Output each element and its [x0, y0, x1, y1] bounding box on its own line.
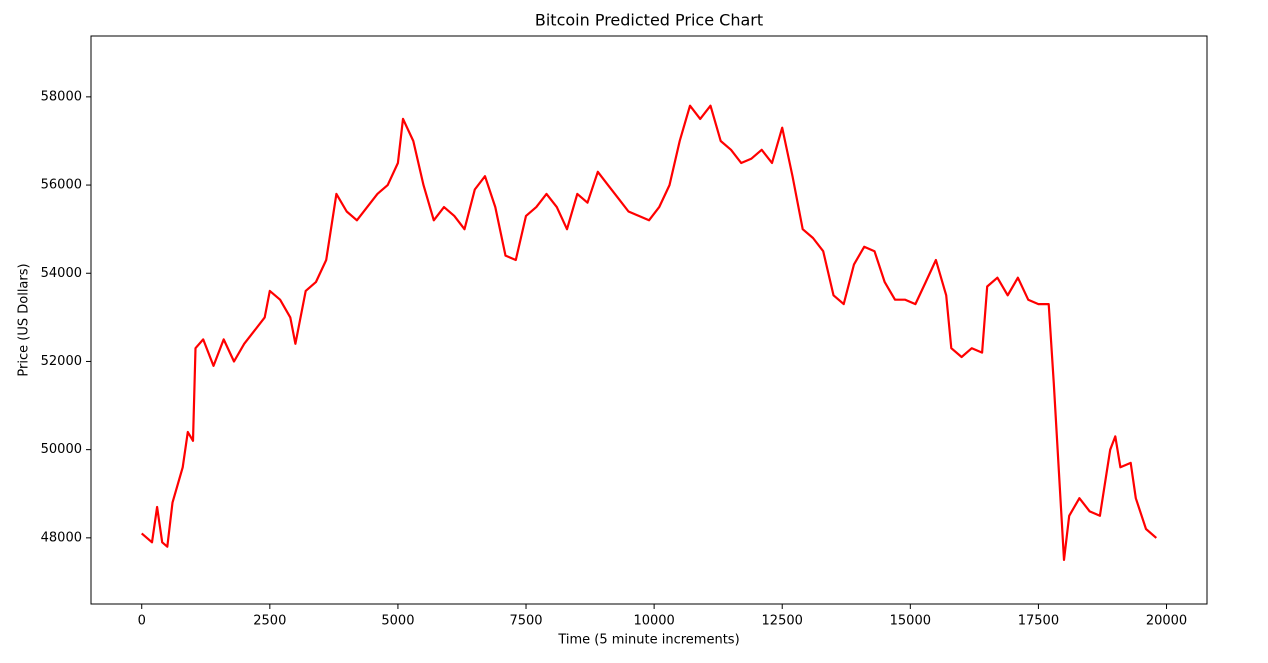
- x-tick-label: 2500: [253, 614, 286, 629]
- y-tick-label: 58000: [41, 89, 82, 104]
- y-tick-label: 50000: [41, 442, 82, 457]
- x-tick-label: 5000: [381, 614, 414, 629]
- x-tick-label: 10000: [633, 614, 674, 629]
- y-tick-label: 56000: [41, 178, 82, 193]
- plot-frame: [90, 35, 1208, 605]
- x-tick-label: 12500: [762, 614, 803, 629]
- y-tick-label: 52000: [41, 354, 82, 369]
- y-tick-label: 48000: [41, 530, 82, 545]
- y-axis-label: Price (US Dollars): [17, 263, 32, 376]
- price-line: [140, 104, 1158, 561]
- chart-title: Bitcoin Predicted Price Chart: [535, 11, 763, 30]
- y-tick-label: 54000: [41, 266, 82, 281]
- x-tick-label: 17500: [1018, 614, 1059, 629]
- x-axis-label: Time (5 minute increments): [557, 633, 739, 648]
- x-tick-label: 15000: [890, 614, 931, 629]
- x-tick-label: 7500: [509, 614, 542, 629]
- x-tick-label: 20000: [1146, 614, 1187, 629]
- x-tick-label: 0: [138, 614, 146, 629]
